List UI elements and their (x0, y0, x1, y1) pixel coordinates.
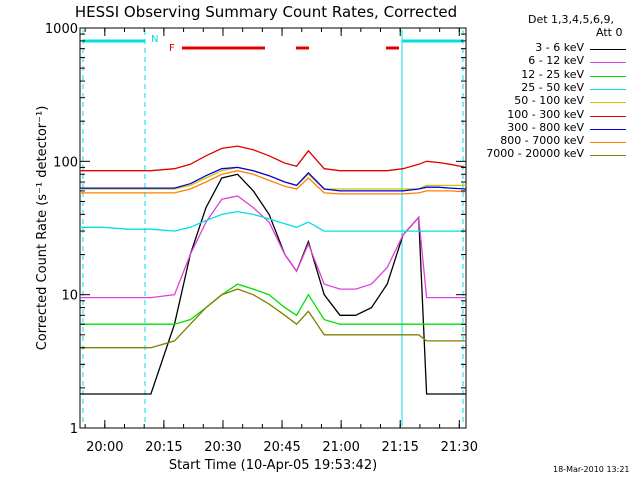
x-axis: 20:00 20:15 20:30 20:45 21:00 21:15 21:30 (84, 28, 478, 455)
flag-label: N (151, 34, 158, 45)
series-layer (80, 145, 467, 395)
legend-swatch (590, 102, 626, 104)
timestamp: 18-Mar-2010 13:21 (553, 465, 630, 474)
series-line-6 (80, 166, 467, 192)
series-line-1 (80, 195, 466, 299)
legend-swatch (590, 155, 626, 157)
legend-label: 100 - 300 keV (507, 107, 584, 121)
x-axis-label: Start Time (10-Apr-05 19:53:42) (169, 458, 377, 473)
observing-flags: NF (82, 30, 464, 426)
x-tick-label: 20:00 (86, 440, 123, 455)
y-tick-label: 1 (70, 422, 78, 437)
plot-frame (79, 27, 467, 429)
legend-swatch (590, 62, 626, 64)
chart-title: HESSI Observing Summary Count Rates, Cor… (75, 3, 457, 21)
x-tick-label: 20:45 (263, 440, 300, 455)
y-tick-label: 1000 (45, 22, 78, 37)
series-line-2 (80, 283, 466, 325)
legend-header-line2: Att 0 (596, 26, 623, 39)
series-line-3 (80, 210, 466, 232)
legend-swatch (590, 88, 626, 90)
y-axis: 1 10 100 1000 (45, 22, 466, 437)
legend-label: 6 - 12 keV (528, 54, 584, 68)
legend-swatch (590, 128, 626, 130)
legend-swatch (590, 49, 626, 50)
legend-label: 300 - 800 keV (507, 120, 584, 134)
series-line-8 (80, 288, 466, 349)
legend-swatch (590, 75, 626, 77)
x-tick-label: 21:30 (441, 440, 478, 455)
y-axis-label: Corrected Count Rate (s⁻¹ detector⁻¹) (35, 106, 50, 351)
legend-label: 25 - 50 keV (521, 80, 584, 94)
legend-label: 800 - 7000 keV (500, 134, 584, 148)
legend-swatch (590, 115, 626, 117)
legend-label: 50 - 100 keV (514, 94, 584, 108)
x-tick-label: 20:15 (145, 440, 182, 455)
x-tick-label: 21:15 (381, 440, 418, 455)
series-line-7 (80, 170, 467, 195)
legend-label: 12 - 25 keV (521, 67, 584, 81)
legend-label: 7000 - 20000 keV (486, 147, 584, 161)
legend-header-line1: Det 1,3,4,5,6,9, (528, 13, 615, 26)
y-tick-label: 100 (53, 155, 78, 170)
y-tick-label: 10 (61, 289, 78, 304)
legend-label: 3 - 6 keV (535, 41, 584, 54)
x-tick-label: 21:00 (322, 440, 359, 455)
legend-swatch (590, 142, 626, 144)
series-line-0 (80, 173, 466, 395)
x-tick-label: 20:30 (204, 440, 241, 455)
flag-label: F (169, 43, 175, 54)
series-line-5 (80, 145, 467, 172)
